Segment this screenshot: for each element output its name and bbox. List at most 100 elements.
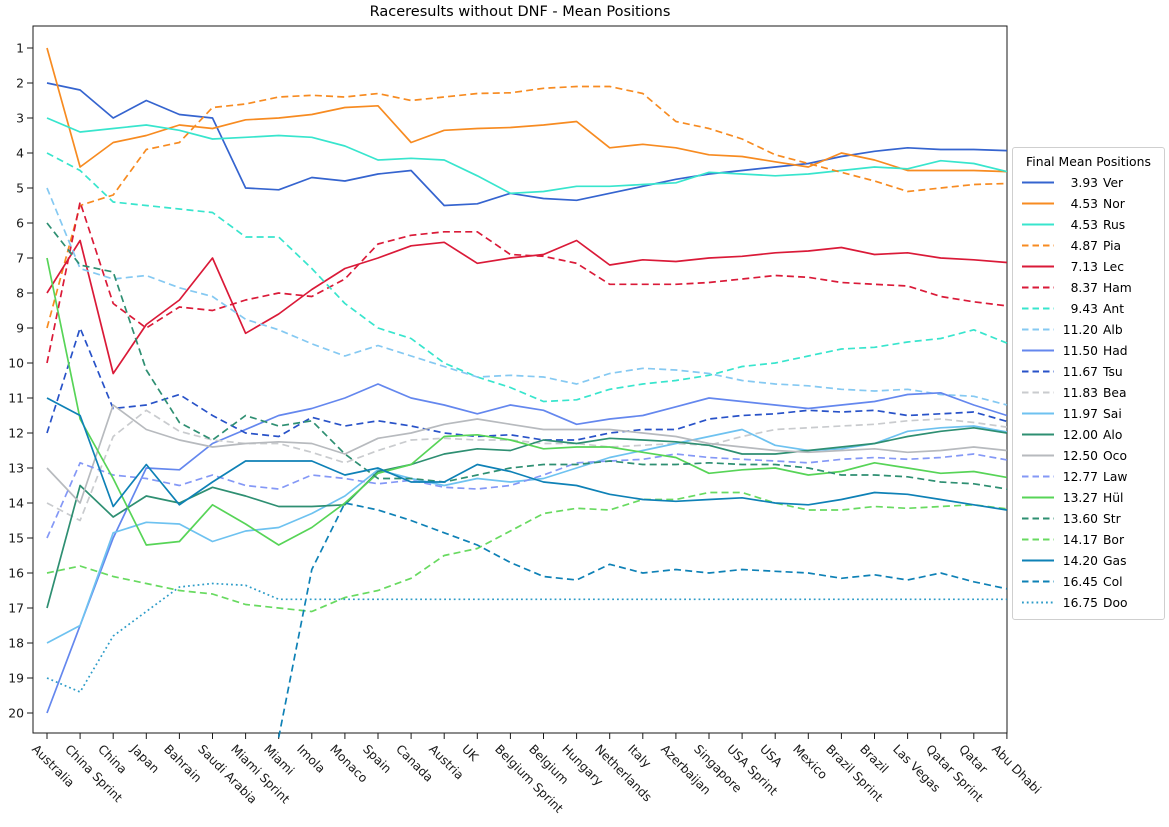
legend-entry-Alb: 11.20 Alb	[1019, 319, 1158, 340]
legend-line-swatch	[1022, 559, 1054, 562]
legend-line-swatch	[1022, 412, 1054, 415]
y-tick-label: 18	[8, 635, 24, 650]
legend-line-swatch	[1022, 517, 1054, 520]
legend-driver-abbr: Bea	[1103, 385, 1127, 400]
legend-line-swatch	[1022, 370, 1054, 373]
y-tick-label: 11	[8, 390, 24, 405]
y-tick-label: 3	[16, 110, 24, 125]
y-tick-label: 20	[8, 705, 24, 720]
legend-line-swatch	[1022, 538, 1054, 541]
legend-final-value: 13.27	[1062, 490, 1098, 505]
legend-final-value: 11.97	[1062, 406, 1098, 421]
y-tick-label: 13	[8, 460, 24, 475]
y-tick-label: 16	[8, 565, 24, 580]
y-tick-label: 19	[8, 670, 24, 685]
legend-final-value: 3.93	[1070, 175, 1098, 190]
legend-final-value: 4.53	[1070, 196, 1098, 211]
legend-line-swatch	[1022, 601, 1054, 604]
legend-entries: 3.93 Ver 4.53 Nor 4.53 Rus 4.87 Pia 7.13 Lec 8.37 H…	[1019, 172, 1158, 613]
series-line-Bea	[46, 409, 1008, 522]
legend-final-value: 9.43	[1070, 301, 1098, 316]
y-tick-label: 17	[8, 600, 24, 615]
legend-line-swatch	[1022, 244, 1054, 247]
y-tick-label: 12	[8, 425, 24, 440]
legend-entry-Gas: 14.20 Gas	[1019, 550, 1158, 571]
y-tick-label: 9	[16, 320, 24, 335]
y-tick-label: 2	[16, 75, 24, 90]
legend-final-value: 4.87	[1070, 238, 1098, 253]
y-tick-label: 8	[16, 285, 24, 300]
y-tick-label: 15	[8, 530, 24, 545]
y-tick-label: 10	[8, 355, 24, 370]
legend-entry-Hül: 13.27 Hül	[1019, 487, 1158, 508]
legend-entry-Alo: 12.00 Alo	[1019, 424, 1158, 445]
legend-line-swatch	[1022, 265, 1054, 268]
legend-final-value: 4.53	[1070, 217, 1098, 232]
legend-entry-Ham: 8.37 Ham	[1019, 277, 1158, 298]
series-line-Ver	[46, 82, 1007, 207]
y-tick-label: 4	[16, 145, 24, 160]
legend-driver-abbr: Oco	[1103, 448, 1127, 463]
legend-driver-abbr: Had	[1103, 343, 1128, 358]
y-tick-label: 14	[8, 495, 24, 510]
legend-line-swatch	[1022, 454, 1054, 457]
series-line-Alb	[46, 187, 1008, 406]
legend-entry-Bor: 14.17 Bor	[1019, 529, 1158, 550]
legend-driver-abbr: Law	[1103, 469, 1128, 484]
legend-entry-Lec: 7.13 Lec	[1019, 256, 1158, 277]
series-line-Had	[46, 383, 1008, 714]
legend-line-swatch	[1022, 223, 1054, 226]
legend-driver-abbr: Col	[1103, 574, 1123, 589]
legend-title: Final Mean Positions	[1026, 154, 1151, 169]
series-line-Lec	[46, 239, 1007, 375]
series-line-Oco	[46, 404, 1007, 504]
legend-driver-abbr: Rus	[1103, 217, 1126, 232]
legend-line-swatch	[1022, 496, 1054, 499]
legend-final-value: 12.50	[1062, 448, 1098, 463]
legend-driver-abbr: Alo	[1103, 427, 1123, 442]
legend-driver-abbr: Hül	[1103, 490, 1124, 505]
series-line-Sai	[46, 425, 1008, 644]
legend-driver-abbr: Tsu	[1103, 364, 1123, 379]
series-line-Nor	[46, 47, 1007, 173]
series-line-Str	[46, 222, 1008, 490]
series-line-Pia	[46, 85, 1007, 329]
y-tick-label: 1	[16, 40, 24, 55]
legend-line-swatch	[1022, 475, 1054, 478]
y-tick-label: 7	[16, 250, 24, 265]
legend-line-swatch	[1022, 349, 1054, 352]
legend-final-value: 11.20	[1062, 322, 1098, 337]
legend-driver-abbr: Nor	[1103, 196, 1125, 211]
legend-entry-Doo: 16.75 Doo	[1019, 592, 1158, 613]
legend-driver-abbr: Bor	[1103, 532, 1125, 547]
legend-line-swatch	[1022, 181, 1054, 184]
legend-final-value: 16.45	[1062, 574, 1098, 589]
legend-final-value: 16.75	[1062, 595, 1098, 610]
series-line-Hül	[46, 257, 1008, 546]
legend-final-value: 14.17	[1062, 532, 1098, 547]
series-line-Law	[46, 453, 1008, 539]
legend-entry-Pia: 4.87 Pia	[1019, 235, 1158, 256]
legend-driver-abbr: Ant	[1103, 301, 1125, 316]
legend-final-value: 13.60	[1062, 511, 1098, 526]
series-line-Gas	[46, 397, 1008, 511]
series-line-Tsu	[46, 327, 1008, 441]
legend-final-value: 11.83	[1062, 385, 1098, 400]
legend-driver-abbr: Doo	[1103, 595, 1128, 610]
legend-final-value: 11.67	[1062, 364, 1098, 379]
legend-final-value: 7.13	[1070, 259, 1098, 274]
series-line-Ant	[46, 152, 1008, 403]
legend-entry-Nor: 4.53 Nor	[1019, 193, 1158, 214]
legend-final-value: 11.50	[1062, 343, 1098, 358]
series-line-Alo	[46, 426, 1008, 609]
legend-line-swatch	[1022, 286, 1054, 289]
legend-driver-abbr: Ver	[1103, 175, 1124, 190]
legend-driver-abbr: Sai	[1103, 406, 1122, 421]
legend-line-swatch	[1022, 580, 1054, 583]
y-tick-label: 5	[16, 180, 24, 195]
legend-box: Final Mean Positions 3.93 Ver 4.53 Nor 4.53 R…	[1012, 147, 1165, 620]
legend-driver-abbr: Lec	[1103, 259, 1124, 274]
series-line-Ham	[46, 201, 1008, 364]
